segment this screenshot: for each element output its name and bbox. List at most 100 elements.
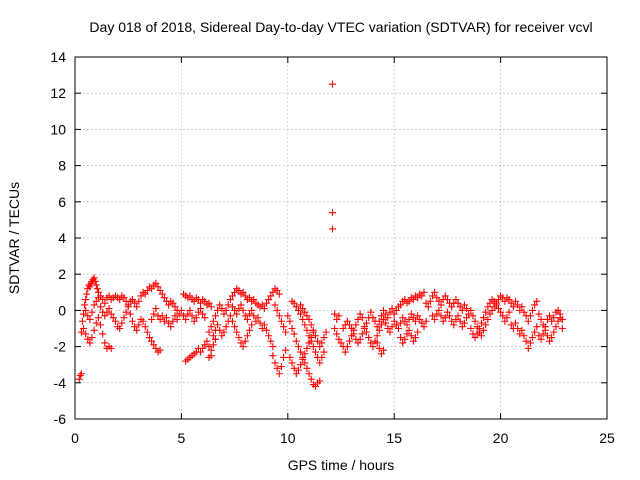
data-point	[520, 308, 528, 316]
data-point	[375, 317, 383, 325]
data-point	[516, 330, 524, 338]
data-point	[341, 348, 349, 356]
data-point	[82, 306, 90, 314]
data-point	[165, 319, 173, 327]
data-point	[188, 312, 196, 320]
data-point	[305, 370, 313, 378]
data-point	[165, 301, 173, 309]
data-point	[82, 296, 90, 304]
data-point	[403, 330, 411, 338]
data-point	[422, 299, 430, 307]
data-point	[86, 339, 94, 347]
data-point	[141, 290, 149, 298]
data-point	[537, 335, 545, 343]
data-point	[197, 348, 205, 356]
data-point	[267, 337, 275, 345]
data-point	[271, 359, 279, 367]
data-point	[380, 306, 388, 314]
data-point	[92, 319, 100, 327]
data-point	[411, 334, 419, 342]
data-point	[105, 292, 113, 300]
data-point	[294, 366, 302, 374]
data-point	[252, 317, 260, 325]
data-point	[465, 310, 473, 318]
data-point	[275, 290, 283, 298]
data-point	[548, 317, 556, 325]
data-point	[469, 312, 477, 320]
data-point	[107, 344, 115, 352]
data-point	[80, 325, 88, 332]
data-point	[226, 296, 234, 304]
data-point	[116, 325, 124, 332]
data-point	[554, 317, 562, 325]
data-point	[141, 323, 149, 331]
data-point	[303, 326, 311, 334]
data-point	[416, 315, 424, 323]
data-point	[105, 305, 113, 313]
y-tick-label: 12	[50, 85, 66, 101]
data-point	[422, 317, 430, 325]
data-point	[239, 288, 247, 296]
data-point	[241, 312, 249, 320]
data-point	[135, 297, 143, 305]
data-point	[431, 288, 439, 296]
data-point	[535, 332, 543, 340]
data-point	[346, 321, 354, 329]
data-point	[235, 334, 243, 342]
data-point	[397, 301, 405, 309]
data-point	[222, 306, 230, 314]
y-tick-label: 10	[50, 121, 66, 137]
y-tick-label: 0	[58, 302, 66, 318]
data-point	[424, 303, 432, 311]
data-point	[352, 321, 360, 329]
data-point	[320, 334, 328, 342]
data-point	[471, 317, 479, 325]
data-point	[220, 328, 228, 336]
data-point	[554, 306, 562, 314]
y-tick-label: -6	[54, 411, 67, 427]
data-point	[284, 312, 292, 320]
data-point	[97, 321, 105, 329]
data-point	[514, 301, 522, 309]
data-point	[271, 301, 279, 309]
data-point	[303, 364, 311, 372]
data-point	[233, 328, 241, 336]
data-point	[158, 290, 166, 298]
data-point	[77, 328, 85, 336]
data-point	[269, 352, 277, 360]
data-point	[205, 328, 213, 336]
data-point	[454, 299, 462, 307]
data-point	[209, 341, 217, 349]
data-point	[358, 314, 366, 322]
data-point	[297, 361, 305, 369]
data-point	[292, 337, 300, 345]
data-point	[414, 312, 422, 320]
axis-ticks: 0 5 10 15 20 25 -6 -4 -2 0 2 4 6 8 10 12 14	[50, 49, 615, 446]
data-point	[150, 310, 158, 318]
data-point	[503, 314, 511, 322]
data-point	[437, 301, 445, 309]
data-point	[533, 297, 541, 305]
data-point	[250, 312, 258, 320]
data-point	[231, 288, 239, 296]
data-point	[231, 306, 239, 314]
data-point	[309, 343, 317, 351]
data-point	[220, 310, 228, 318]
data-point	[335, 312, 343, 320]
data-point	[367, 308, 375, 316]
data-point	[311, 348, 319, 356]
data-point	[388, 305, 396, 313]
data-point	[452, 296, 460, 304]
data-point	[490, 297, 498, 305]
data-point	[365, 334, 373, 342]
y-tick-label: 2	[58, 266, 66, 282]
data-point	[120, 314, 128, 322]
data-point	[305, 332, 313, 340]
data-point	[316, 359, 324, 367]
data-point	[265, 332, 273, 340]
data-point	[224, 301, 232, 309]
data-point	[543, 332, 551, 340]
data-point	[175, 310, 183, 318]
data-point	[526, 339, 534, 347]
data-point	[411, 317, 419, 325]
